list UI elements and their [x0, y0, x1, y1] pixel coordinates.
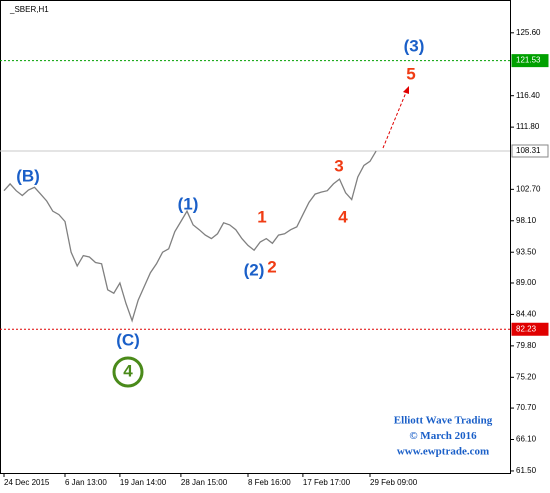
- y-tick-label: 61.50: [516, 466, 537, 475]
- wave-label: 5: [406, 64, 415, 83]
- y-tick-label: 102.70: [516, 184, 541, 193]
- wave-label: 2: [267, 257, 276, 276]
- x-tick-label: 24 Dec 2015: [4, 478, 50, 487]
- level-label: 108.31: [516, 146, 541, 155]
- level-label: 121.53: [516, 56, 541, 65]
- y-tick-label: 70.70: [516, 403, 537, 412]
- x-tick-label: 17 Feb 17:00: [303, 478, 351, 487]
- y-tick-label: 111.80: [516, 122, 540, 131]
- y-tick-label: 84.40: [516, 310, 537, 319]
- x-tick-label: 19 Jan 14:00: [120, 478, 167, 487]
- wave-label: 3: [334, 156, 343, 175]
- chart-title: _SBER,H1: [9, 5, 49, 14]
- arrow-head: [403, 86, 409, 94]
- wave-label: 1: [257, 207, 266, 226]
- level-label-box: [511, 54, 549, 68]
- y-tick-label: 125.60: [516, 28, 541, 37]
- wave-label: (3): [404, 36, 425, 55]
- plot-frame: [0, 0, 511, 474]
- wave-label: 4: [123, 361, 133, 380]
- x-tick-label: 8 Feb 16:00: [248, 478, 291, 487]
- wave-label: 4: [338, 207, 348, 226]
- y-tick-label: 75.20: [516, 372, 537, 381]
- level-label: 82.23: [516, 324, 537, 333]
- x-tick-label: 28 Jan 15:00: [181, 478, 228, 487]
- watermark: Elliott Wave Trading: [394, 415, 493, 427]
- level-label-box: [511, 322, 549, 336]
- wave-label: (B): [16, 166, 40, 185]
- annotation-circle: [112, 356, 144, 388]
- level-label-box: [511, 144, 549, 158]
- x-tick-label: 6 Jan 13:00: [65, 478, 107, 487]
- watermark: www.ewptrade.com: [397, 446, 489, 458]
- y-tick-label: 66.10: [516, 435, 537, 444]
- wave-label: (1): [178, 194, 199, 213]
- x-tick-label: 29 Feb 09:00: [370, 478, 418, 487]
- projection-arrow: [382, 89, 408, 149]
- y-tick-label: 116.40: [516, 91, 540, 100]
- y-tick-label: 89.00: [516, 278, 537, 287]
- y-tick-label: 79.80: [516, 341, 537, 350]
- price-line: [3, 150, 377, 323]
- y-tick-label: 93.50: [516, 247, 537, 256]
- watermark: © March 2016: [409, 430, 477, 442]
- wave-label: (2): [244, 260, 265, 279]
- wave-label: (C): [116, 330, 140, 349]
- y-tick-label: 98.10: [516, 216, 537, 225]
